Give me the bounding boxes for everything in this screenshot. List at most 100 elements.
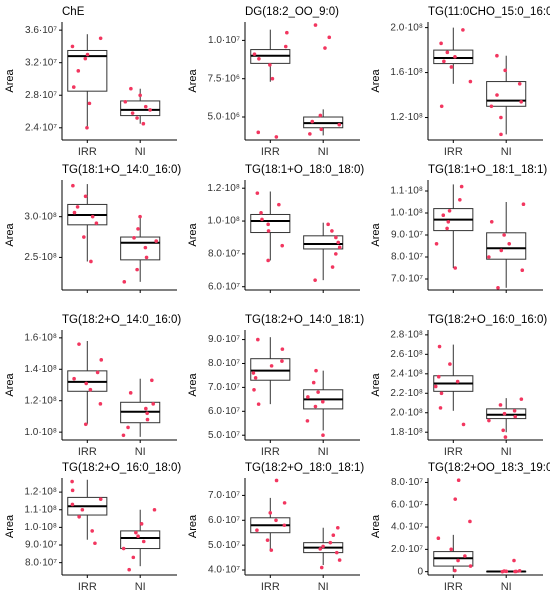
point (144, 255, 149, 260)
y-tick-label: 1.8·10⁸ (390, 427, 423, 438)
y-axis-label: Area (4, 373, 16, 397)
point (512, 408, 517, 413)
point (123, 99, 128, 104)
point (280, 243, 285, 248)
point (320, 399, 325, 404)
point (499, 115, 503, 120)
x-tick-label: IRR (444, 446, 463, 458)
point (152, 507, 157, 512)
point (468, 564, 473, 568)
point (266, 258, 270, 263)
point (519, 99, 523, 104)
point (453, 266, 458, 270)
point (143, 104, 148, 109)
point (319, 565, 324, 570)
point (449, 547, 453, 552)
point (70, 488, 75, 493)
point (331, 533, 336, 538)
y-tick-label: 8.0·10⁷ (208, 249, 240, 260)
y-tick-label: 1.0·10⁸ (390, 208, 423, 219)
y-tick-label: 2.0·10⁷ (391, 544, 423, 555)
point (83, 56, 88, 61)
point (310, 119, 315, 124)
y-tick-label: 1.0·10⁸ (24, 522, 57, 533)
point (487, 418, 491, 423)
point (135, 116, 139, 120)
point (128, 391, 133, 395)
point (89, 259, 93, 264)
y-tick-label: 7.0·10⁷ (208, 490, 240, 501)
x-tick-label: IRR (444, 581, 463, 592)
point (436, 536, 441, 541)
y-tick-label: 7.0·10⁷ (208, 382, 240, 393)
point (94, 221, 99, 225)
point (512, 558, 516, 563)
panel-title: TG(18:1+O_18:1_18:1) (428, 164, 547, 176)
point (283, 44, 288, 49)
point (489, 220, 494, 224)
point (99, 358, 104, 362)
point (145, 411, 149, 416)
x-tick-label: NI (135, 446, 146, 458)
x-tick-label: IRR (261, 581, 280, 592)
point (335, 525, 340, 530)
x-tick-label: NI (318, 581, 329, 592)
point (139, 522, 144, 526)
point (495, 93, 499, 97)
point (446, 220, 451, 224)
point (274, 518, 278, 523)
point (282, 501, 287, 505)
point (136, 534, 140, 538)
point (252, 52, 257, 56)
point (453, 568, 457, 573)
point (463, 554, 467, 558)
point (442, 59, 446, 64)
point (121, 546, 126, 551)
point (328, 540, 333, 545)
point (448, 362, 452, 366)
point (439, 41, 443, 46)
panel-title: TG(18:1+O_14:0_16:0) (62, 164, 181, 176)
y-axis-label: Area (187, 373, 199, 397)
point (98, 36, 103, 41)
y-tick-label: 1.2·10⁸ (24, 487, 57, 498)
point (77, 342, 81, 346)
point (93, 541, 97, 546)
point (445, 226, 449, 231)
point (321, 544, 325, 549)
point (72, 210, 77, 215)
box (486, 232, 527, 260)
point (80, 507, 85, 512)
panel-title: DG(18:2_OO_9:0) (245, 6, 339, 18)
point (274, 478, 279, 483)
y-axis-label: Area (4, 69, 16, 93)
point (122, 280, 127, 284)
point (121, 433, 126, 438)
x-tick-label: NI (135, 581, 146, 592)
point (87, 101, 92, 106)
y-tick-label: 8.0·10⁷ (208, 358, 240, 369)
point (433, 384, 438, 389)
point (449, 65, 454, 69)
point (499, 132, 503, 137)
y-tick-label: 2.0·10⁸ (390, 22, 423, 33)
y-tick-label: 6.0·10⁷ (208, 406, 240, 417)
y-tick-label: 1.1·10⁸ (24, 504, 57, 515)
point (495, 53, 499, 58)
y-tick-label: 1.2·10⁸ (390, 112, 423, 123)
point (84, 381, 89, 386)
box (250, 358, 291, 381)
y-axis-label: Area (4, 514, 16, 538)
y-tick-label: 2.2·10⁸ (390, 388, 423, 399)
point (150, 378, 154, 383)
point (468, 79, 473, 84)
y-tick-label: 7.5·10⁶ (208, 73, 240, 84)
y-tick-label: 6.0·10⁷ (208, 281, 240, 292)
point (98, 497, 103, 501)
point (334, 252, 338, 256)
y-tick-label: 1.6·10⁸ (390, 67, 423, 78)
point (77, 515, 81, 519)
y-axis-label: Area (187, 514, 199, 538)
box (120, 530, 161, 550)
point (507, 242, 512, 246)
